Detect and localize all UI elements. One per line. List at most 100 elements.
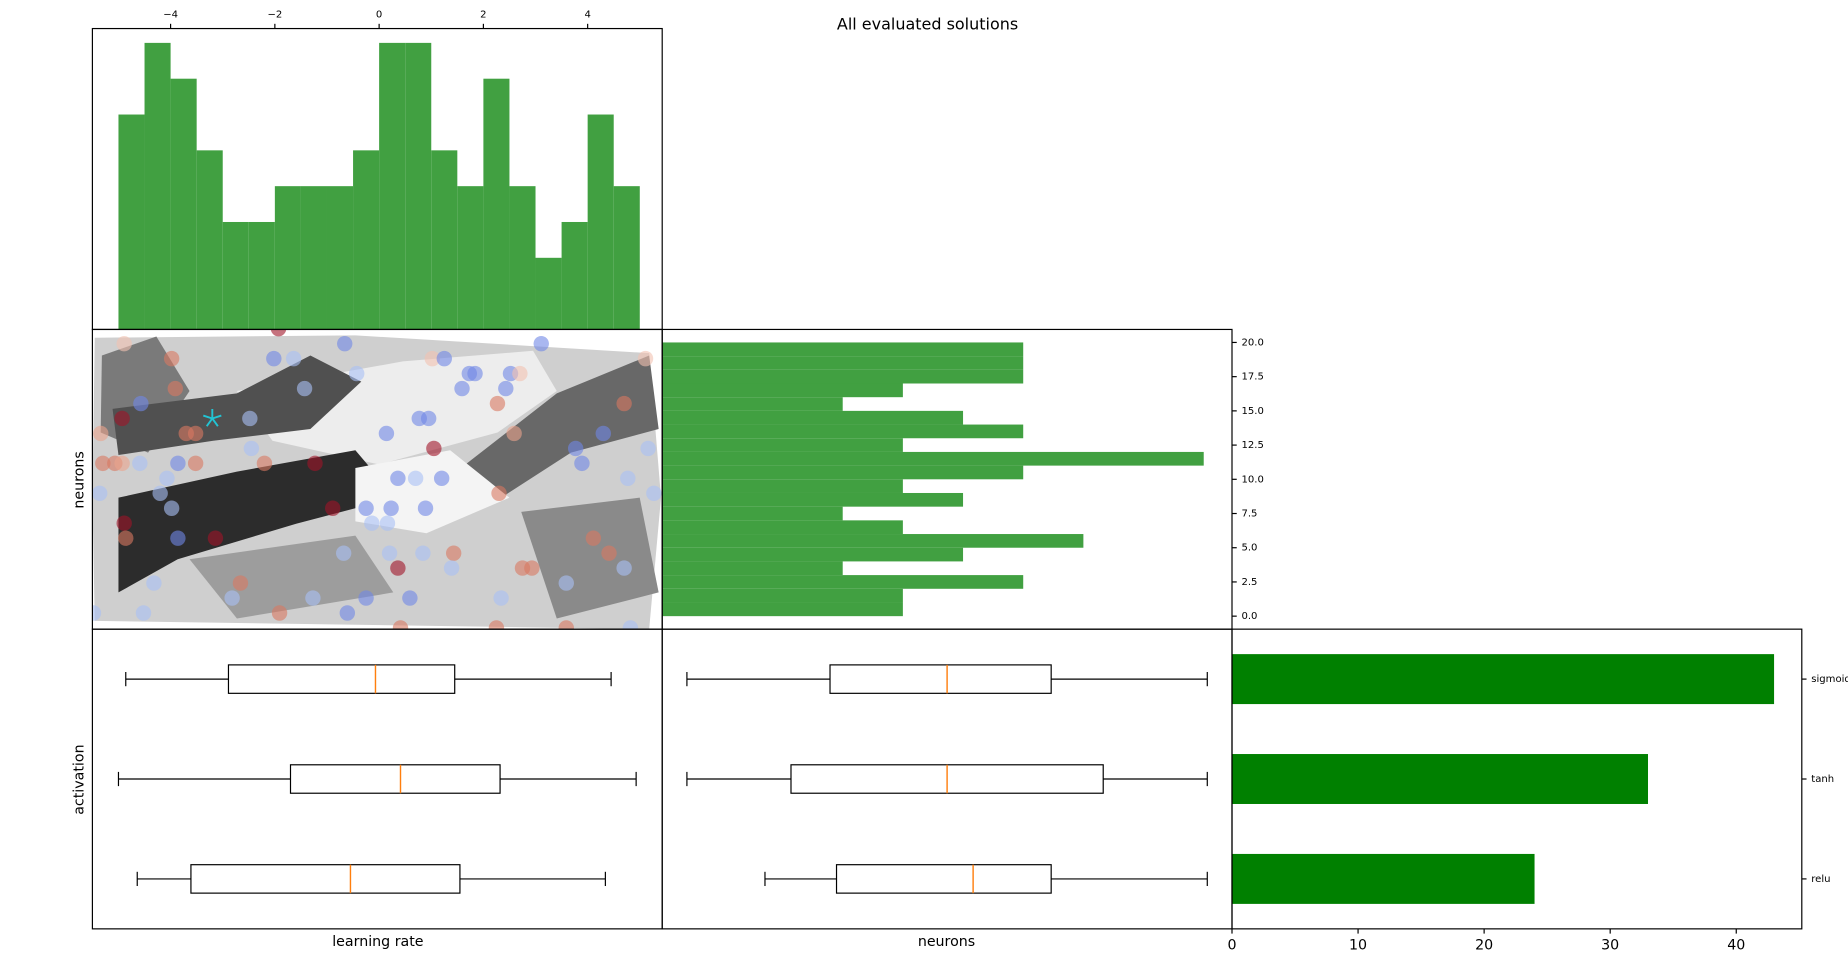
- scatter-point: [118, 530, 134, 546]
- scatter-point: [271, 605, 288, 621]
- x-tick-label: 4: [584, 9, 590, 20]
- scatter-point: [95, 455, 111, 472]
- scatter-point: [325, 500, 341, 516]
- figure-title: All evaluated solutions: [837, 14, 1018, 33]
- scatter-point: [152, 485, 168, 501]
- scatter-point: [506, 425, 522, 442]
- scatter-point: [417, 500, 434, 516]
- scatter-point: [533, 335, 549, 352]
- histogram-bar: [662, 451, 1204, 466]
- scatter-point: [407, 470, 424, 487]
- histogram-bar: [613, 186, 640, 330]
- histogram-bar: [662, 424, 1024, 439]
- histogram-bar: [561, 221, 588, 330]
- scatter-point: [307, 455, 323, 472]
- scatter-point: [92, 605, 102, 621]
- y-tick-label: 5.0: [1241, 543, 1257, 554]
- x-axis-label: learning rate: [332, 934, 423, 950]
- y-tick-label: 2.5: [1241, 577, 1257, 588]
- histogram-bar: [431, 150, 458, 330]
- scatter-point: [558, 620, 574, 630]
- x-tick-label: 10: [1349, 937, 1367, 953]
- x-tick-label: 30: [1601, 937, 1619, 953]
- axes-frame: [1231, 628, 1803, 930]
- box: [829, 664, 1052, 694]
- x-tick-label: 20: [1475, 937, 1493, 953]
- scatter-point: [92, 485, 108, 501]
- box: [835, 864, 1052, 894]
- scatter-point: [116, 335, 132, 352]
- scatter-point: [296, 380, 313, 397]
- x-tick-label: −4: [163, 9, 178, 20]
- scatter-point: [224, 590, 240, 606]
- scatter-point: [498, 380, 514, 397]
- y-tick-label: 17.5: [1241, 372, 1263, 383]
- scatter-point: [207, 530, 224, 546]
- histogram-bar: [248, 221, 275, 330]
- contour-band: [450, 355, 659, 501]
- histogram-bar: [662, 438, 903, 452]
- scatter-point: [493, 590, 509, 606]
- histogram-bar: [379, 42, 406, 330]
- scatter-point: [616, 560, 632, 576]
- scatter-point: [358, 500, 374, 516]
- scatter-point: [364, 515, 380, 531]
- histogram-bar: [662, 383, 903, 398]
- scatter-point: [445, 545, 462, 561]
- y-axis-label: activation: [71, 744, 87, 814]
- histogram-bar: [118, 114, 145, 330]
- scatter-point: [622, 620, 639, 630]
- scatter-point: [524, 560, 540, 576]
- scatter-point: [637, 350, 654, 367]
- contour-band: [112, 355, 362, 456]
- histogram-bar: [662, 356, 1024, 370]
- histogram-bar: [662, 520, 903, 535]
- scatter-point: [567, 440, 584, 457]
- y-tick-label: 20.0: [1241, 337, 1263, 348]
- scatter-point: [285, 350, 302, 367]
- scatter-point: [512, 365, 528, 382]
- contour-band: [521, 497, 659, 619]
- histogram-bar: [274, 186, 301, 330]
- scatter-point: [467, 365, 483, 382]
- plots: −4 −2 0 2 4 0.0 2.5 5.0 7.5 10.0 12.5 15.0 17.5 20.0 s…: [117, 9, 1848, 953]
- histogram-bar: [535, 257, 562, 330]
- scatter-point: [135, 605, 152, 621]
- x-tick-label: 0: [376, 9, 382, 20]
- scatter-point: [491, 485, 507, 501]
- scatter-point: [358, 590, 374, 606]
- histogram-bar: [326, 186, 354, 330]
- y-tick-label: 12.5: [1241, 440, 1263, 451]
- scatter-point: [114, 455, 130, 472]
- scatter-point: [133, 395, 149, 412]
- scatter-point: [349, 365, 365, 382]
- scatter-point: [424, 350, 440, 367]
- scatter-point: [116, 515, 132, 531]
- scatter-point: [558, 575, 574, 591]
- histogram-bar: [457, 186, 484, 330]
- scatter-point: [232, 575, 249, 591]
- box: [190, 864, 461, 894]
- bar: [1232, 654, 1775, 705]
- histogram-bar: [662, 561, 843, 576]
- x-tick-label: 2: [480, 9, 486, 20]
- histogram-bar: [353, 150, 380, 330]
- best-point: [202, 408, 222, 427]
- box: [289, 764, 501, 794]
- histogram-bar: [300, 186, 327, 330]
- scatter-point: [390, 560, 406, 576]
- scatter-point: [640, 440, 656, 457]
- x-axis-label: neurons: [918, 934, 975, 950]
- scatter-point: [93, 425, 109, 442]
- histogram-bar: [483, 78, 510, 330]
- histogram-bar: [662, 342, 1024, 357]
- histogram-bar: [662, 534, 1084, 548]
- scatter-point: [616, 395, 632, 412]
- category-label: relu: [1811, 874, 1830, 885]
- scatter-point: [601, 545, 617, 561]
- scatter-point: [420, 410, 437, 427]
- x-tick-label: 0: [1227, 937, 1236, 953]
- scatter-point: [159, 470, 175, 487]
- y-tick-label: 0.0: [1241, 611, 1257, 622]
